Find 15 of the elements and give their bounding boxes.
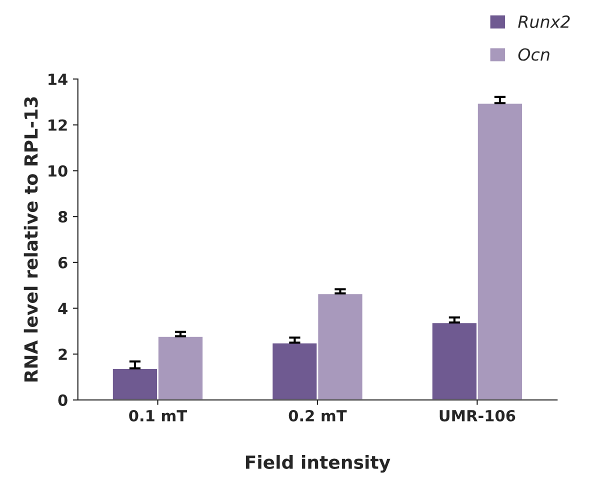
y-tick-label: 8: [58, 211, 68, 223]
x-tick-label: 0.2 mT: [288, 410, 347, 422]
y-tick-label: 0: [58, 394, 68, 406]
y-tick-label: 2: [58, 348, 67, 360]
y-tick-label: 14: [48, 74, 68, 85]
y-tick-label: 6: [58, 256, 68, 268]
y-axis-title: RNA level relative to RPL-13: [24, 97, 38, 382]
y-tick-label: 10: [48, 165, 68, 177]
x-tick-label: UMR-106: [440, 410, 516, 422]
x-tick-label: 0.1 mT: [129, 410, 188, 422]
legend-label: Ocn: [518, 48, 550, 61]
y-tick-label: 12: [48, 119, 67, 131]
x-axis-title: Field intensity: [246, 455, 390, 473]
y-tick-label: 4: [58, 302, 68, 314]
legend-label: Runx2: [518, 15, 570, 28]
